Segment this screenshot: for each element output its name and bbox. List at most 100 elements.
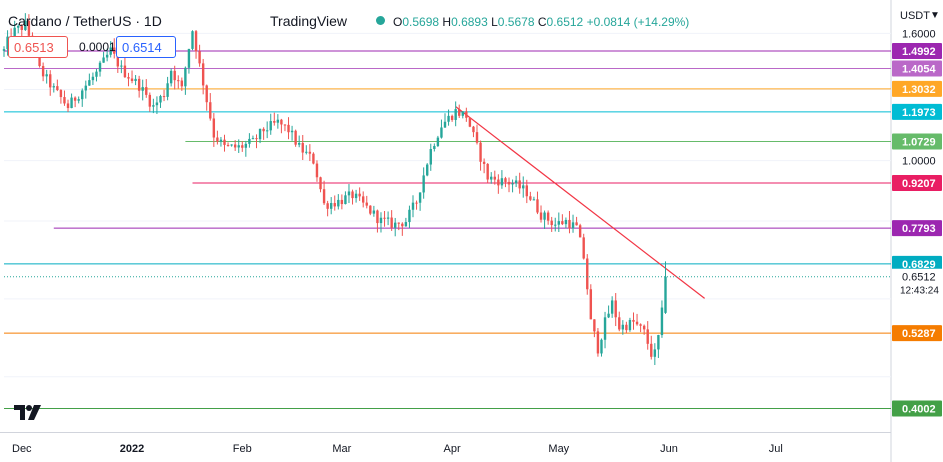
candle-body xyxy=(443,121,447,128)
candle-body xyxy=(582,237,585,259)
candle-body xyxy=(433,146,436,149)
candle-body xyxy=(454,109,457,120)
candle-body xyxy=(169,70,173,84)
time-tick-label: Mar xyxy=(332,443,351,455)
last-price-label-box xyxy=(892,268,942,299)
candle-body xyxy=(173,70,176,81)
candle-body xyxy=(2,49,6,51)
candle-body xyxy=(482,161,486,164)
level-label-box xyxy=(892,42,942,59)
candle-body xyxy=(468,117,472,127)
candle-body xyxy=(497,179,500,186)
change-value: +0.0814 (+14.29%) xyxy=(586,15,690,29)
candle-body xyxy=(600,339,603,354)
symbol-title[interactable]: Cardano / TetherUS · 1D xyxy=(8,13,162,29)
level-label-box xyxy=(892,133,942,150)
candle-body xyxy=(6,36,9,50)
candle-body xyxy=(177,80,180,82)
candle-body xyxy=(625,324,628,331)
high-value: 0.6893 xyxy=(451,15,488,29)
level-label: 0.5287 xyxy=(902,328,936,340)
candle-body xyxy=(568,219,571,229)
candle-body xyxy=(233,144,237,148)
candle-body xyxy=(283,124,287,126)
candle-body xyxy=(241,145,244,148)
candle-body xyxy=(88,80,91,86)
candle-body xyxy=(130,78,134,82)
candle-body xyxy=(618,317,621,330)
candle-body xyxy=(379,217,383,224)
currency-unit-selector[interactable]: USDT xyxy=(900,10,930,22)
open-value: 0.5698 xyxy=(402,15,440,29)
candle-body xyxy=(525,185,528,197)
tradingview-logo-icon[interactable] xyxy=(14,403,42,421)
candle-body xyxy=(251,138,255,140)
candle-body xyxy=(290,130,294,133)
candle-body xyxy=(650,343,653,357)
candle-body xyxy=(543,212,546,220)
candle-body xyxy=(554,224,557,226)
market-open-dot-icon xyxy=(376,16,385,25)
candle-body xyxy=(340,199,344,205)
candle-body xyxy=(73,97,77,101)
candle-body xyxy=(472,126,475,133)
candle-body xyxy=(571,222,575,229)
candle-body xyxy=(386,217,390,219)
bar-countdown-label: 12:43:24 xyxy=(900,286,939,297)
candle-body xyxy=(209,102,212,119)
chevron-down-icon[interactable]: ▼ xyxy=(930,10,940,21)
level-label-box xyxy=(892,255,942,272)
candle-body xyxy=(447,115,450,122)
candle-body xyxy=(294,130,297,145)
candle-body xyxy=(376,210,379,224)
candle-body xyxy=(123,65,127,78)
candle-body xyxy=(475,132,479,143)
candle-body xyxy=(660,307,664,336)
candle-body xyxy=(408,209,411,223)
candle-body xyxy=(365,202,368,206)
candle-body xyxy=(422,175,425,193)
time-tick-label: May xyxy=(548,443,569,455)
candle-body xyxy=(507,181,511,185)
candle-body xyxy=(397,222,400,224)
candle-body xyxy=(77,99,80,101)
candle-body xyxy=(465,111,468,118)
candle-body xyxy=(70,97,73,109)
candle-body xyxy=(639,324,642,326)
level-label-box xyxy=(892,103,942,120)
candle-body xyxy=(575,222,578,226)
candle-body xyxy=(24,21,27,30)
level-label: 0.4002 xyxy=(902,404,936,416)
candle-body xyxy=(141,87,144,91)
sell-price-button[interactable]: 0.6513 xyxy=(8,36,68,58)
close-value: 0.6512 xyxy=(546,15,584,29)
level-label-box xyxy=(892,400,942,417)
candle-body xyxy=(187,48,191,68)
candle-body xyxy=(280,119,283,125)
candle-body xyxy=(262,128,265,132)
candle-body xyxy=(326,203,329,209)
candle-body xyxy=(593,319,596,332)
candle-body xyxy=(486,163,489,180)
candle-body xyxy=(458,109,461,116)
level-label: 0.7793 xyxy=(902,223,936,235)
candle-body xyxy=(319,177,322,190)
candle-body xyxy=(265,130,269,132)
level-label-box xyxy=(892,60,942,77)
candle-body xyxy=(95,71,98,77)
candle-body xyxy=(226,144,230,146)
candle-body xyxy=(127,77,130,79)
candle-body xyxy=(113,47,116,54)
candle-body xyxy=(38,53,41,67)
tradingview-brand: TradingView xyxy=(270,13,348,29)
level-label-box xyxy=(892,174,942,191)
price-tick-label: 1.0000 xyxy=(902,156,936,168)
candle-body xyxy=(461,111,464,116)
candle-body xyxy=(244,143,248,148)
candle-body xyxy=(191,31,194,49)
candle-body xyxy=(198,51,201,64)
trend-line xyxy=(455,106,705,299)
buy-price-button[interactable]: 0.6514 xyxy=(116,36,176,58)
candle-body xyxy=(564,219,568,225)
